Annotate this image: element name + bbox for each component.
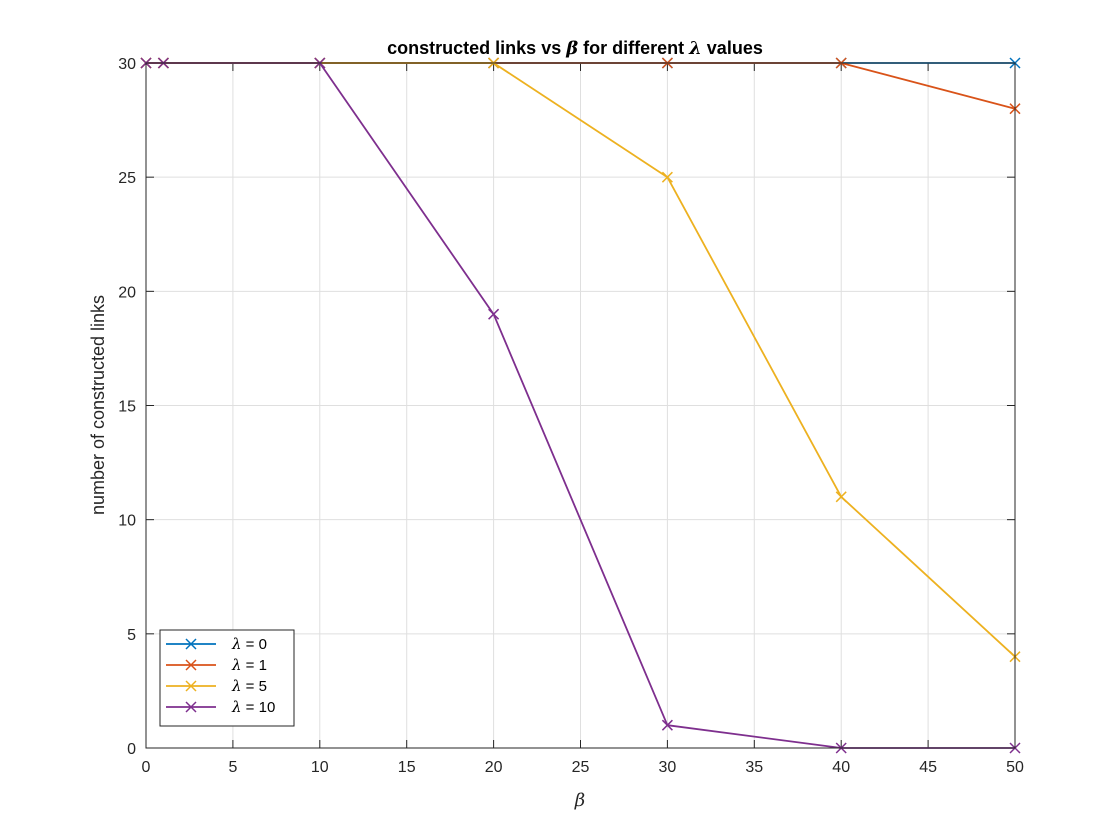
legend-box xyxy=(159,629,295,727)
marker-stroke xyxy=(835,491,847,503)
x-tick-label: 30 xyxy=(659,759,677,776)
y-tick-label: 0 xyxy=(127,741,136,758)
y-tick-label: 20 xyxy=(118,284,136,301)
x-tick-label: 25 xyxy=(572,759,590,776)
x-tick-label: 50 xyxy=(1006,759,1024,776)
marker-stroke xyxy=(661,171,673,183)
legend-label: λ = 10 xyxy=(231,698,275,716)
marker-stroke xyxy=(185,701,197,713)
y-tick-label: 25 xyxy=(118,170,136,187)
legend: λ = 0 λ = 1 λ = 5 λ = 10 xyxy=(159,629,295,727)
marker-stroke xyxy=(185,659,197,671)
x-tick-label: 40 xyxy=(832,759,850,776)
y-tick-label: 30 xyxy=(118,56,136,73)
plot-frame xyxy=(145,62,1016,749)
y-ticks: 0 5 10 15 20 25 30 xyxy=(118,56,1015,758)
legend-label: λ = 5 xyxy=(231,677,267,695)
x-tick-label: 20 xyxy=(485,759,503,776)
x-tick-label: 15 xyxy=(398,759,416,776)
chart-title: constructed links vs β for different λ v… xyxy=(387,38,763,59)
y-tick-label: 15 xyxy=(118,399,136,416)
x-axis-label: β xyxy=(574,790,585,811)
marker-stroke xyxy=(185,638,197,650)
legend-label: λ = 1 xyxy=(231,656,267,674)
legend-entry: λ = 5 xyxy=(166,677,267,695)
legend-entry: λ = 0 xyxy=(166,635,267,653)
x-tick-label: 45 xyxy=(919,759,937,776)
data-point xyxy=(835,491,847,503)
y-tick-label: 10 xyxy=(118,513,136,530)
y-tick-label: 5 xyxy=(127,627,136,644)
marker-stroke xyxy=(185,680,197,692)
marker-stroke xyxy=(661,719,673,731)
data-point xyxy=(488,308,500,320)
legend-entry: λ = 10 xyxy=(166,698,275,716)
data-point xyxy=(661,171,673,183)
y-axis-label: number of constructed links xyxy=(88,295,108,515)
legend-label: λ = 0 xyxy=(231,635,267,653)
legend-entry: λ = 1 xyxy=(166,656,267,674)
legend-entries: λ = 0 λ = 1 λ = 5 λ = 10 xyxy=(166,635,275,716)
x-tick-label: 5 xyxy=(228,759,237,776)
marker-stroke xyxy=(488,308,500,320)
x-tick-label: 10 xyxy=(311,759,329,776)
x-ticks: 0 5 10 15 20 25 30 35 40 45 50 xyxy=(142,63,1024,776)
data-point xyxy=(661,719,673,731)
x-tick-label: 0 xyxy=(142,759,151,776)
x-tick-label: 35 xyxy=(745,759,763,776)
